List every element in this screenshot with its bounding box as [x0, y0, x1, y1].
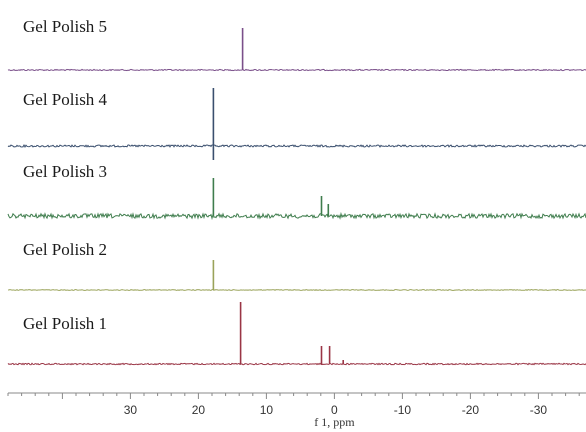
x-tick-label: -20 — [462, 403, 480, 417]
series-baseline — [7, 362, 586, 366]
x-tick-label: -30 — [530, 403, 548, 417]
spectrum-4: Gel Polish 4 — [7, 88, 586, 160]
spectrum-5: Gel Polish 5 — [7, 17, 586, 72]
spectrum-1: Gel Polish 1 — [7, 302, 586, 366]
series-baseline — [7, 211, 586, 221]
x-axis: 30 20 10 0 -10 -20 -30 — [7, 392, 586, 417]
spectra-traces: Gel Polish 5 Gel Polish 4 Gel Polish 3 Gel … — [7, 17, 586, 366]
spectrum-3: Gel Polish 3 — [7, 162, 586, 221]
x-tick-label: 20 — [192, 403, 206, 417]
x-tick-label: 0 — [331, 403, 338, 417]
x-tick-label: -10 — [394, 403, 412, 417]
series-label: Gel Polish 5 — [23, 17, 107, 36]
series-label: Gel Polish 1 — [23, 314, 107, 333]
x-tick-label: 10 — [260, 403, 274, 417]
series-label: Gel Polish 3 — [23, 162, 107, 181]
x-axis-title: f 1, ppm — [314, 415, 355, 429]
series-baseline — [7, 143, 586, 148]
x-tick-label: 30 — [124, 403, 138, 417]
series-label: Gel Polish 4 — [23, 90, 108, 109]
spectrum-2: Gel Polish 2 — [7, 240, 586, 292]
series-label: Gel Polish 2 — [23, 240, 107, 259]
series-baseline — [7, 289, 586, 292]
series-baseline — [7, 68, 586, 72]
